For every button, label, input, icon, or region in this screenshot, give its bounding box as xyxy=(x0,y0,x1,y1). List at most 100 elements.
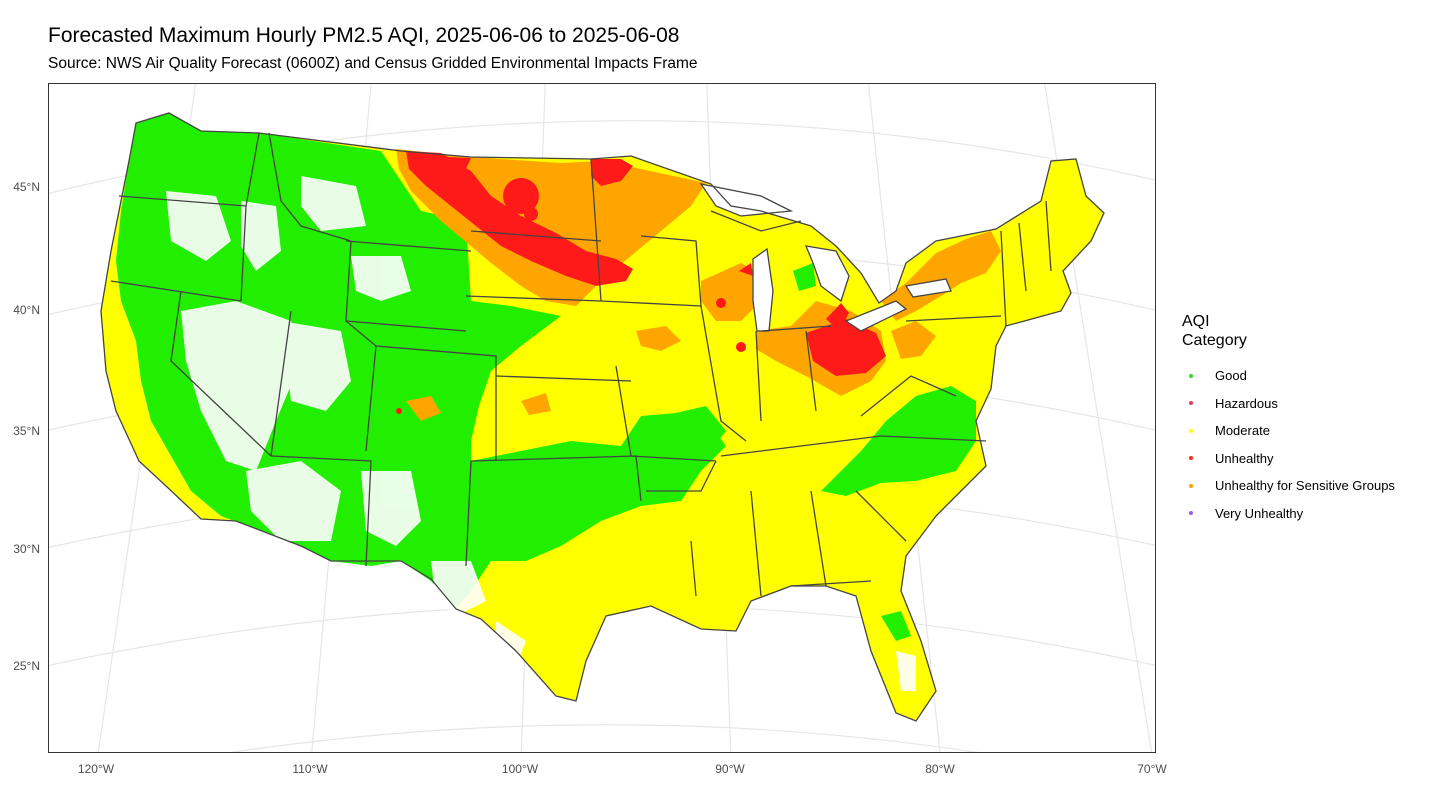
gap-utah xyxy=(281,321,351,411)
state-borders xyxy=(100,112,1105,722)
border-id-mt xyxy=(268,132,352,242)
legend-key xyxy=(1182,422,1199,439)
good-tennessee xyxy=(641,406,726,461)
lon-label-70: 70°W xyxy=(1137,762,1167,776)
border-mo xyxy=(615,365,717,462)
lat-label-45: 45°N xyxy=(13,180,40,194)
legend-key xyxy=(1182,505,1199,522)
gap-idaho xyxy=(241,201,281,271)
legend-dot-icon xyxy=(1188,428,1193,433)
border-wy-ne xyxy=(345,240,467,332)
usg-colorado xyxy=(406,396,441,421)
lat-label-30: 30°N xyxy=(13,542,40,556)
legend-label: Unhealthy xyxy=(1215,450,1274,466)
border-me xyxy=(1045,200,1052,272)
border-mi-oh-in xyxy=(760,325,832,332)
unhealthy-nd-blob xyxy=(503,178,539,214)
lat-label-35: 35°N xyxy=(13,424,40,438)
border-mi-upper xyxy=(710,210,802,232)
gap-arizona xyxy=(246,461,341,541)
good-appalachian xyxy=(821,386,976,496)
lon-label-80: 80°W xyxy=(925,762,955,776)
usg-pennsylvania xyxy=(891,321,936,359)
border-oh xyxy=(805,330,817,412)
border-ms-al xyxy=(750,490,762,597)
legend-item-unhealthy-for-sensitive-groups: Unhealthy for Sensitive Groups xyxy=(1182,472,1395,500)
legend-dot-icon xyxy=(1188,373,1193,378)
border-wa-or xyxy=(118,195,247,207)
legend: AQI Category Good Hazardous Moderate Unheal… xyxy=(1182,312,1395,527)
border-ny-ne xyxy=(1000,230,1007,327)
border-nm-tx xyxy=(465,460,472,567)
legend-item-unhealthy: Unhealthy xyxy=(1182,445,1395,473)
border-vt-nh xyxy=(1018,222,1027,292)
legend-label: Moderate xyxy=(1215,423,1270,439)
border-nc-va xyxy=(880,435,987,442)
unhealthy-wi-dot xyxy=(739,263,753,276)
lon-label-100: 100°W xyxy=(501,762,539,776)
unhealthy-mn-top xyxy=(421,156,471,169)
great-lakes xyxy=(699,183,952,332)
unhealthy-mn-north xyxy=(591,159,633,186)
legend-item-hazardous: Hazardous xyxy=(1182,390,1395,418)
legend-title-line2: Category xyxy=(1182,332,1247,349)
gap-florida xyxy=(896,651,916,691)
border-la-ms xyxy=(690,540,697,597)
legend-dot-icon xyxy=(1188,511,1193,516)
unhealthy-co-dot xyxy=(396,408,402,414)
gap-wyoming xyxy=(351,256,411,301)
border-nv-ut xyxy=(270,310,292,457)
lon-label-120: 120°W xyxy=(77,762,115,776)
legend-key xyxy=(1182,395,1199,412)
unhealthy-wi-small xyxy=(716,298,726,308)
legend-dot-icon xyxy=(1188,483,1193,488)
legend-key xyxy=(1182,477,1199,494)
lon-label-90: 90°W xyxy=(715,762,745,776)
border-pa-ny xyxy=(905,315,1002,322)
map-subtitle: Source: NWS Air Quality Forecast (0600Z)… xyxy=(48,55,698,72)
lake-erie xyxy=(844,300,908,332)
map-panel[interactable] xyxy=(48,83,1156,753)
border-ar xyxy=(646,460,717,492)
border-dakotas-mn xyxy=(590,158,602,302)
lat-label-40: 40°N xyxy=(13,303,40,317)
legend-key xyxy=(1182,367,1199,384)
legend-dot-icon xyxy=(1188,401,1193,406)
lon-label-110: 110°W xyxy=(292,762,328,776)
legend-label: Hazardous xyxy=(1215,395,1278,411)
legend-title-line1: AQI xyxy=(1182,313,1210,330)
unhealthy-regions xyxy=(396,151,886,414)
legend-label: Good xyxy=(1215,368,1247,384)
border-ks-ok xyxy=(495,375,632,382)
border-in xyxy=(755,330,762,422)
good-michigan xyxy=(793,263,816,291)
border-mn-wi xyxy=(640,235,702,307)
border-ga-fl xyxy=(790,580,872,587)
border-il xyxy=(700,305,747,442)
legend-items: Good Hazardous Moderate Unhealthy Unhealthy … xyxy=(1182,362,1395,527)
usg-wisconsin xyxy=(701,263,766,321)
map-canvas[interactable] xyxy=(49,84,1156,753)
unhealthy-il-dot xyxy=(736,342,746,352)
gap-nevada xyxy=(181,301,301,471)
legend-item-good: Good xyxy=(1182,362,1395,390)
unhealthy-dakotas-band xyxy=(406,151,633,286)
usg-kansas xyxy=(521,393,551,415)
graticule-20n xyxy=(229,724,980,752)
usg-iowa xyxy=(636,326,681,351)
border-ia-mo xyxy=(600,300,702,307)
unhealthy-nd-small xyxy=(524,207,538,221)
border-az-nm xyxy=(270,455,372,567)
gap-westtexas xyxy=(431,561,486,616)
legend-item-moderate: Moderate xyxy=(1182,417,1395,445)
gap-montana xyxy=(301,176,366,231)
border-sd-nd xyxy=(470,230,602,242)
border-va-wv xyxy=(860,375,957,417)
gap-newmexico xyxy=(361,471,421,546)
border-co-ks xyxy=(375,345,497,461)
lake-ontario xyxy=(904,278,952,298)
legend-dot-icon xyxy=(1188,456,1193,461)
border-or-ca xyxy=(110,280,242,302)
border-al-ga xyxy=(810,490,827,587)
map-title: Forecasted Maximum Hourly PM2.5 AQI, 202… xyxy=(48,24,680,47)
